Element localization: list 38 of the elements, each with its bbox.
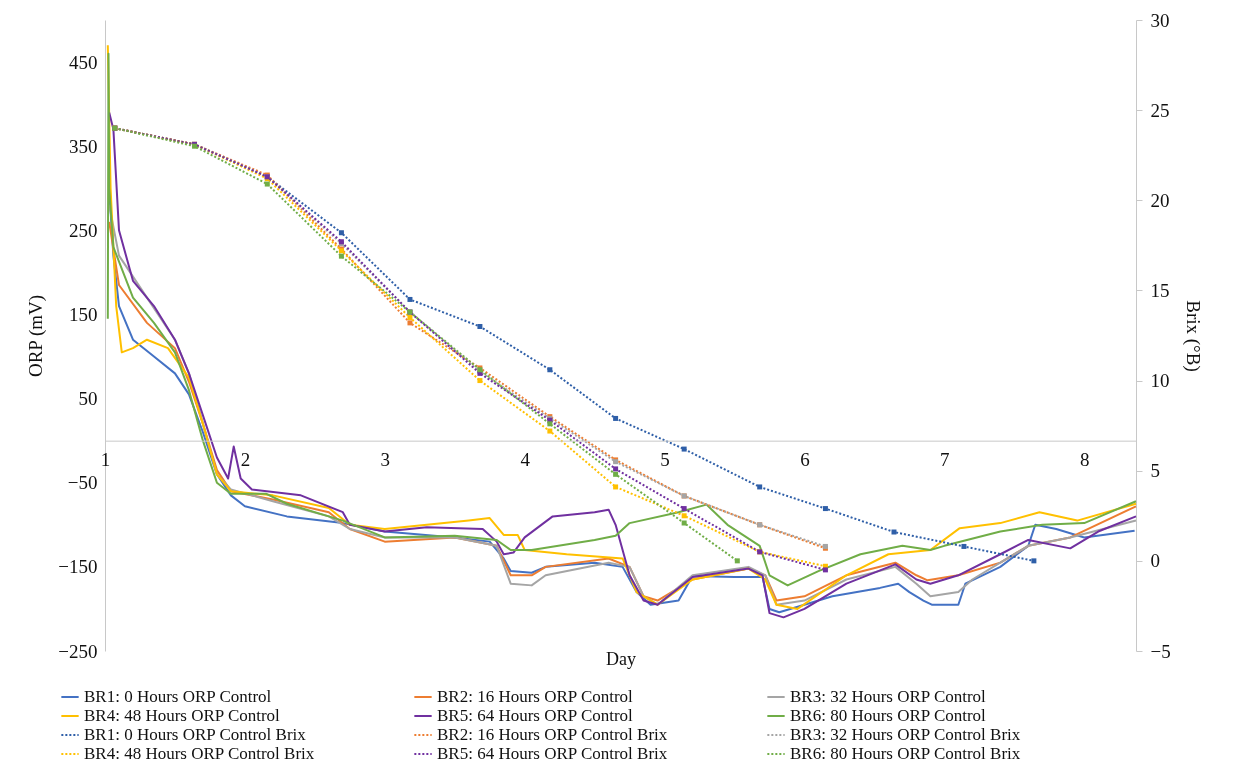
x-tick-label: 1 bbox=[100, 449, 111, 471]
x-tick-label: 6 bbox=[800, 449, 810, 471]
y2-tick-label: 15 bbox=[1150, 279, 1170, 301]
legend-label: BR5: 64 Hours ORP Control bbox=[437, 706, 634, 725]
legend-label: BR4: 48 Hours ORP Control Brix bbox=[84, 744, 315, 763]
y2-tick-label: 20 bbox=[1150, 189, 1170, 211]
legend-label: BR6: 80 Hours ORP Control bbox=[790, 706, 987, 725]
y-tick-label: −250 bbox=[58, 640, 98, 662]
x-tick-label: 3 bbox=[380, 449, 391, 471]
y-tick-label: −50 bbox=[67, 472, 98, 494]
x-tick-label: 5 bbox=[660, 449, 670, 471]
legend-label: BR1: 0 Hours ORP Control bbox=[84, 687, 272, 706]
x-axis-title: Day bbox=[606, 648, 636, 669]
y2-tick-label: 30 bbox=[1150, 9, 1170, 31]
y2-tick-label: 25 bbox=[1150, 99, 1170, 121]
x-tick-label: 4 bbox=[520, 449, 531, 471]
y2-tick-label: −5 bbox=[1150, 640, 1171, 662]
legend-label: BR2: 16 Hours ORP Control bbox=[437, 687, 634, 706]
legend-label: BR4: 48 Hours ORP Control bbox=[84, 706, 281, 725]
x-tick-label: 8 bbox=[1079, 449, 1090, 471]
legend-label: BR6: 80 Hours ORP Control Brix bbox=[790, 744, 1021, 763]
y-axis-title: ORP (mV) bbox=[25, 294, 48, 378]
legend-label: BR2: 16 Hours ORP Control Brix bbox=[437, 725, 668, 744]
y-tick-label: 150 bbox=[69, 303, 98, 325]
x-tick-label: 2 bbox=[240, 449, 251, 471]
y2-tick-label: 0 bbox=[1150, 550, 1160, 572]
y-tick-label: 450 bbox=[69, 51, 98, 73]
legend-label: BR3: 32 Hours ORP Control Brix bbox=[790, 725, 1021, 744]
y2-tick-label: 10 bbox=[1150, 370, 1170, 392]
legend-label: BR5: 64 Hours ORP Control Brix bbox=[437, 744, 668, 763]
y-tick-label: 50 bbox=[78, 388, 98, 410]
legend-label: BR1: 0 Hours ORP Control Brix bbox=[84, 725, 307, 744]
y-tick-label: 250 bbox=[69, 219, 98, 241]
legend-label: BR3: 32 Hours ORP Control bbox=[790, 687, 987, 706]
x-tick-label: 7 bbox=[940, 449, 950, 471]
y-tick-label: −150 bbox=[58, 556, 98, 578]
y-tick-label: 350 bbox=[69, 135, 98, 157]
y2-axis-title: Brix (°B) bbox=[1181, 300, 1204, 372]
